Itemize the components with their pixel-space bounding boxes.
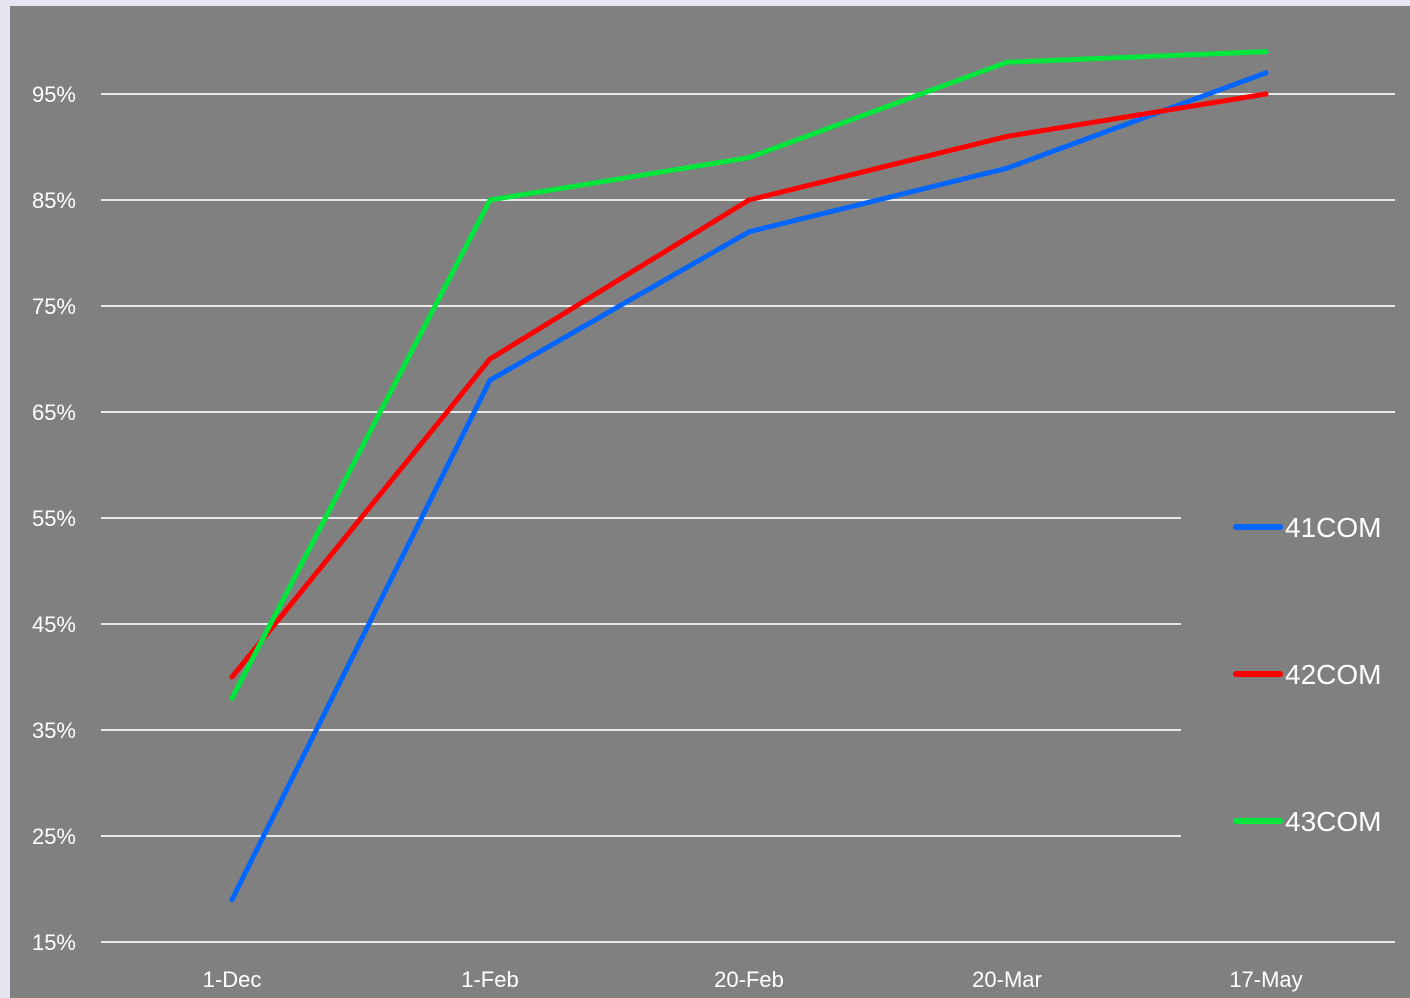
- y-tick-label: 45%: [32, 612, 76, 637]
- data-point-41com: [487, 377, 493, 383]
- gridlines: [101, 93, 1395, 943]
- data-point-42com: [487, 356, 493, 362]
- legend-label: 42COM: [1285, 659, 1381, 690]
- y-tick-label: 15%: [32, 930, 76, 955]
- plot-background: [10, 6, 1410, 998]
- data-point-41com: [1263, 70, 1269, 76]
- data-point-43com: [487, 197, 493, 203]
- x-tick-label: 1-Feb: [461, 967, 518, 992]
- x-axis-tick-labels: 1-Dec 1-Feb 20-Feb 20-Mar 17-May: [203, 967, 1303, 992]
- data-point-42com: [1263, 91, 1269, 97]
- data-point-43com: [229, 695, 235, 701]
- y-tick-label: 25%: [32, 824, 76, 849]
- x-tick-label: 20-Mar: [972, 967, 1042, 992]
- data-point-41com: [746, 229, 752, 235]
- y-tick-label: 65%: [32, 400, 76, 425]
- y-axis-tick-labels: 15% 25% 35% 45% 55% 65% 75% 85% 95%: [32, 82, 76, 955]
- x-tick-label: 20-Feb: [714, 967, 784, 992]
- data-point-43com: [746, 155, 752, 161]
- data-point-41com: [229, 897, 235, 903]
- y-tick-label: 85%: [32, 188, 76, 213]
- data-point-42com: [746, 197, 752, 203]
- legend-label: 41COM: [1285, 512, 1381, 543]
- series-lines: [229, 49, 1269, 903]
- legend-label: 43COM: [1285, 806, 1381, 837]
- y-tick-label: 55%: [32, 506, 76, 531]
- x-tick-label: 17-May: [1229, 967, 1302, 992]
- data-point-42com: [229, 674, 235, 680]
- y-tick-label: 75%: [32, 294, 76, 319]
- data-point-42com: [1004, 133, 1010, 139]
- y-tick-label: 95%: [32, 82, 76, 107]
- x-tick-label: 1-Dec: [203, 967, 262, 992]
- data-point-41com: [1004, 165, 1010, 171]
- y-tick-label: 35%: [32, 718, 76, 743]
- data-point-43com: [1004, 59, 1010, 65]
- legend: 41COM 42COM 43COM: [1233, 512, 1381, 837]
- data-point-43com: [1263, 49, 1269, 55]
